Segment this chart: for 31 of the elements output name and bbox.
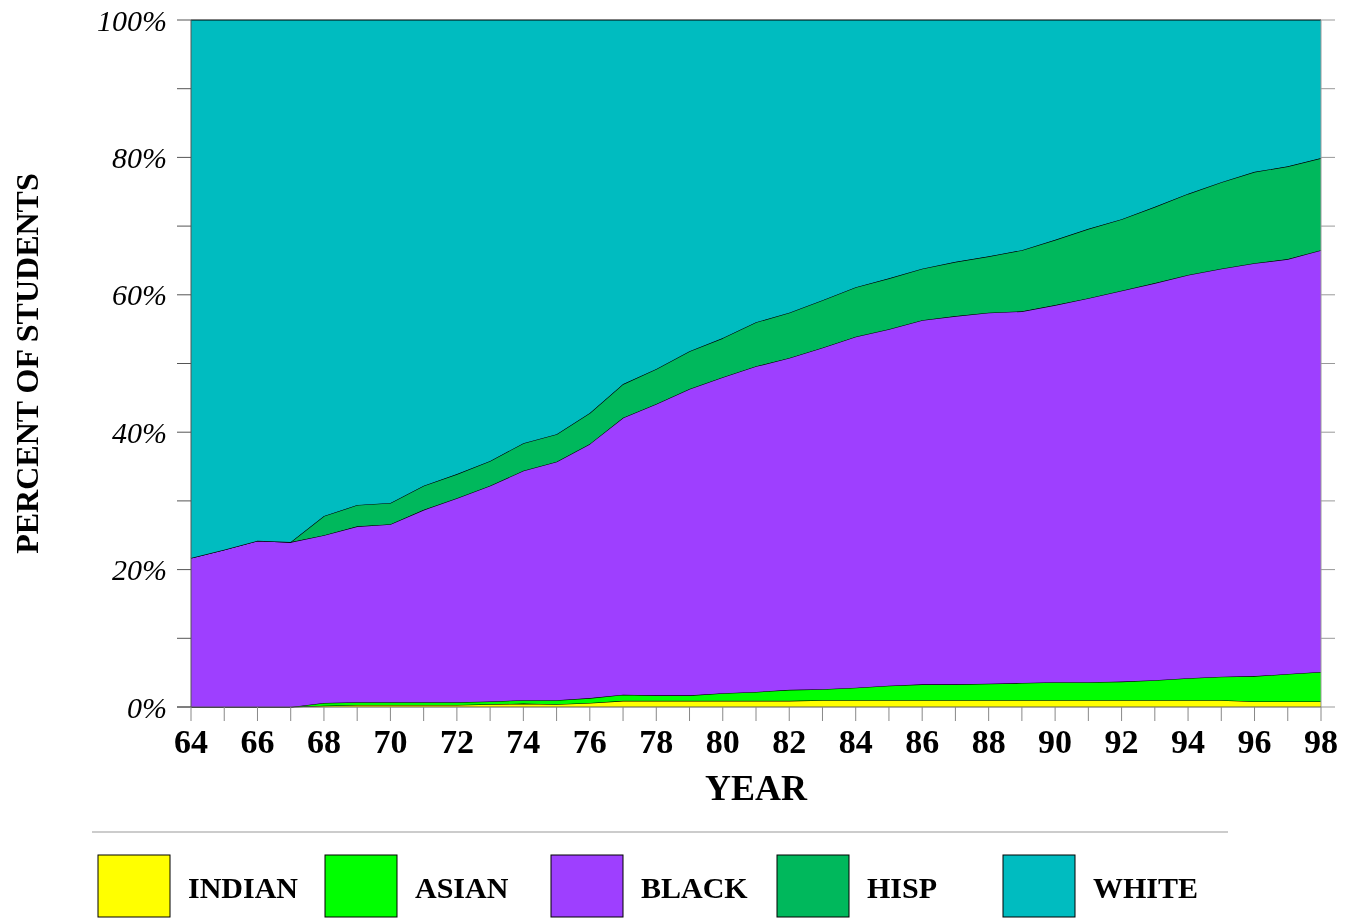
x-tick-label: 90 <box>1038 723 1073 760</box>
y-tick-label: 20% <box>112 553 167 587</box>
x-tick-label: 96 <box>1237 723 1272 760</box>
y-tick-label: 0% <box>127 690 167 724</box>
x-tick-label: 76 <box>572 723 607 760</box>
x-tick-label: 92 <box>1104 723 1139 760</box>
x-tick-label: 98 <box>1304 723 1338 760</box>
x-tick-label: 74 <box>506 723 541 760</box>
x-tick-label: 80 <box>705 723 740 760</box>
legend-label: INDIAN <box>188 871 299 904</box>
legend-label: WHITE <box>1093 871 1199 904</box>
x-tick-label: 84 <box>838 723 873 760</box>
x-tick-label: 70 <box>373 723 408 760</box>
x-axis-title: YEAR <box>704 768 808 808</box>
x-tick-label: 64 <box>174 723 208 760</box>
x-tick-label: 66 <box>240 723 275 760</box>
x-tick-label: 72 <box>439 723 474 760</box>
y-tick-label: 100% <box>97 3 167 37</box>
y-tick-label: 40% <box>112 415 167 449</box>
y-tick-label: 60% <box>112 278 167 312</box>
x-tick-label: 82 <box>772 723 807 760</box>
y-tick-label: 80% <box>112 140 167 174</box>
x-tick-label: 78 <box>639 723 674 760</box>
legend-label: ASIAN <box>415 871 509 904</box>
y-axis-title: PERCENT OF STUDENTS <box>9 173 45 554</box>
x-tick-label: 86 <box>905 723 940 760</box>
legend-label: BLACK <box>641 871 749 904</box>
legend-label: HISP <box>867 871 938 904</box>
x-tick-label: 94 <box>1171 723 1206 760</box>
x-tick-label: 68 <box>306 723 341 760</box>
x-tick-label: 88 <box>971 723 1006 760</box>
